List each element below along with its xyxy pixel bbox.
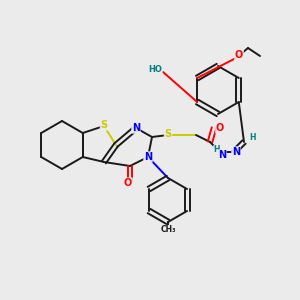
Text: N: N [132, 123, 140, 133]
Text: N: N [218, 150, 226, 160]
Text: CH₃: CH₃ [160, 226, 176, 235]
Text: HO: HO [148, 65, 162, 74]
Text: O: O [124, 178, 132, 188]
Text: H: H [214, 146, 220, 154]
Text: O: O [235, 50, 243, 60]
Text: S: S [100, 120, 108, 130]
Text: N: N [232, 147, 240, 157]
Text: N: N [144, 152, 152, 162]
Text: O: O [216, 123, 224, 133]
Text: S: S [164, 129, 172, 139]
Text: H: H [249, 133, 255, 142]
